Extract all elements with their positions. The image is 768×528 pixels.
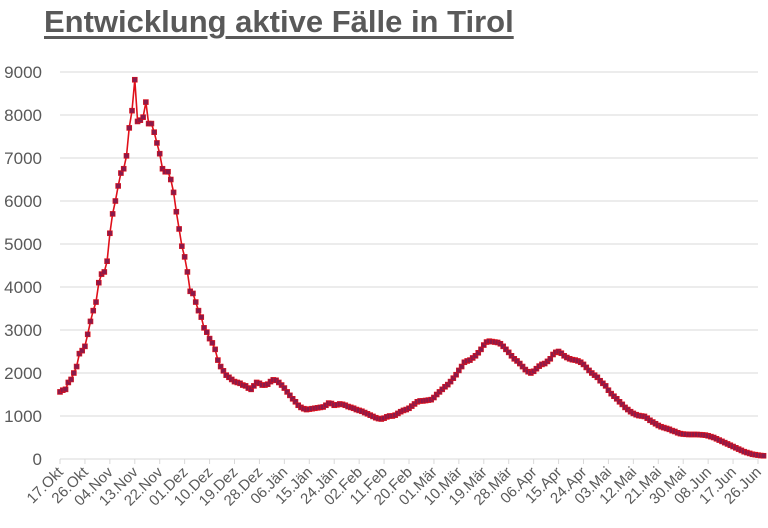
data-point-marker [165,168,171,175]
chart-title: Entwicklung aktive Fälle in Tirol [44,4,514,39]
data-point-marker [170,189,177,196]
data-point-marker [90,307,97,314]
y-tick-label: 3000 [4,321,42,340]
data-point-marker [198,314,205,320]
data-point-marker [209,340,216,346]
data-point-marker [181,254,188,260]
data-point-marker [215,357,221,363]
data-point-marker [126,125,133,131]
data-point-marker [148,120,155,127]
data-point-marker [192,299,199,305]
data-point-marker [179,243,185,249]
data-point-marker [71,370,77,376]
y-tick-label: 7000 [4,149,42,168]
data-point-marker [109,211,116,217]
y-axis: 0 1000 2000 3000 4000 5000 6000 7000 8000 9000 [4,63,42,469]
data-point-marker [212,346,218,353]
y-tick-label: 8000 [4,106,42,125]
data-point-marker [760,452,767,459]
data-point-marker [84,331,91,338]
data-point-marker [104,258,110,265]
y-tick-label: 6000 [4,192,42,211]
data-point-marker [173,208,180,215]
data-point-marker [112,198,119,204]
y-tick-label: 2000 [4,364,42,383]
data-point-marker [95,279,102,286]
data-point-marker [123,153,130,159]
data-point-marker [140,114,146,120]
data-point-marker [143,99,149,105]
data-point-marker [204,329,210,335]
gridlines [60,71,758,417]
data-point-marker [73,363,80,370]
data-point-marker [101,269,108,275]
data-point-marker [184,269,191,275]
data-point-marker [107,230,113,237]
data-point-marker [195,307,202,314]
y-tick-label: 1000 [4,407,42,426]
series-active-cases [57,76,767,459]
y-tick-label: 0 [33,450,42,469]
data-point-marker [62,386,69,393]
y-tick-label: 5000 [4,235,42,254]
data-point-marker [120,165,127,172]
data-point-marker [156,150,163,157]
data-point-marker [68,376,74,383]
data-point-marker [167,176,174,183]
y-tick-label: 4000 [4,278,42,297]
data-point-marker [87,318,94,325]
data-point-marker [131,76,138,83]
series-line [59,79,764,457]
data-point-marker [154,140,160,146]
x-axis: 17.Okt26.Okt04.Nov13.Nov22.Nov01.Dez10.D… [24,458,765,509]
data-point-marker [190,290,196,297]
data-point-marker [115,183,121,189]
y-tick-label: 9000 [4,63,42,82]
data-point-marker [151,129,157,135]
data-point-marker [93,299,99,305]
data-point-marker [82,343,88,350]
data-point-marker [129,107,135,114]
data-point-marker [176,226,182,232]
